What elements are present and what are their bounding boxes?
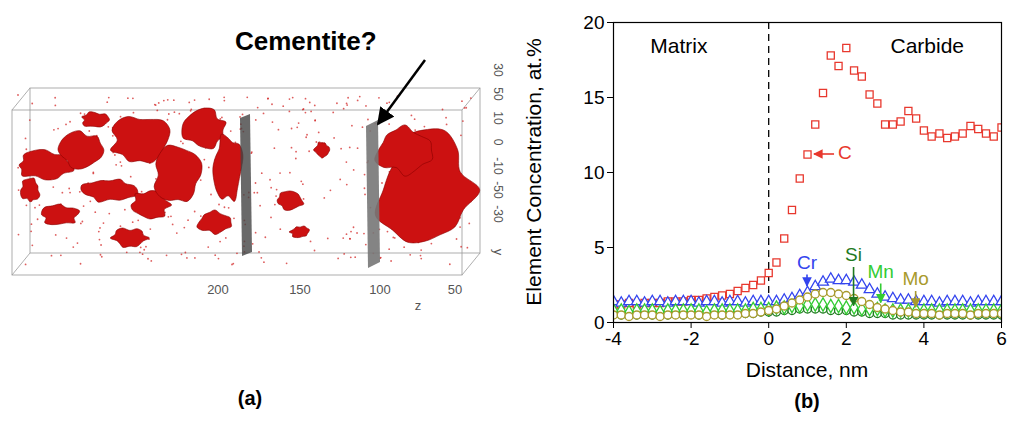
svg-text:0: 0: [594, 312, 605, 333]
svg-text:Distance, nm: Distance, nm: [746, 358, 869, 381]
svg-text:z: z: [415, 298, 422, 313]
svg-text:-2: -2: [683, 328, 700, 349]
svg-text:100: 100: [369, 282, 391, 297]
svg-text:Matrix: Matrix: [650, 34, 708, 57]
svg-text:Mn: Mn: [868, 261, 894, 282]
svg-text:0: 0: [491, 139, 505, 146]
svg-text:200: 200: [207, 282, 229, 297]
svg-text:-50: -50: [491, 181, 505, 199]
svg-text:15: 15: [583, 87, 604, 108]
svg-text:Cr: Cr: [797, 252, 818, 273]
html-text:(b): (b): [794, 390, 820, 412]
svg-text:0: 0: [763, 328, 774, 349]
svg-text:10: 10: [491, 111, 505, 125]
svg-text:2: 2: [841, 328, 852, 349]
svg-text:50: 50: [448, 282, 462, 297]
svg-text:10: 10: [583, 162, 604, 183]
svg-text:Element Concentration, at.%: Element Concentration, at.%: [522, 38, 545, 305]
svg-text:50: 50: [491, 87, 505, 101]
svg-text:Cementite?: Cementite?: [235, 26, 377, 56]
svg-text:20: 20: [583, 12, 604, 33]
svg-text:Si: Si: [845, 244, 862, 265]
svg-text:-4: -4: [605, 328, 622, 349]
svg-text:(a): (a): [238, 387, 262, 409]
svg-text:Carbide: Carbide: [891, 34, 965, 57]
svg-text:150: 150: [289, 282, 311, 297]
svg-text:4: 4: [919, 328, 930, 349]
svg-text:6: 6: [996, 328, 1007, 349]
svg-text:Mo: Mo: [902, 268, 928, 289]
svg-text:30: 30: [491, 63, 505, 77]
svg-text:y: y: [491, 249, 505, 256]
svg-text:C: C: [838, 142, 852, 163]
svg-text:-30: -30: [491, 205, 505, 223]
svg-text:5: 5: [594, 237, 605, 258]
svg-text:-10: -10: [491, 157, 505, 175]
